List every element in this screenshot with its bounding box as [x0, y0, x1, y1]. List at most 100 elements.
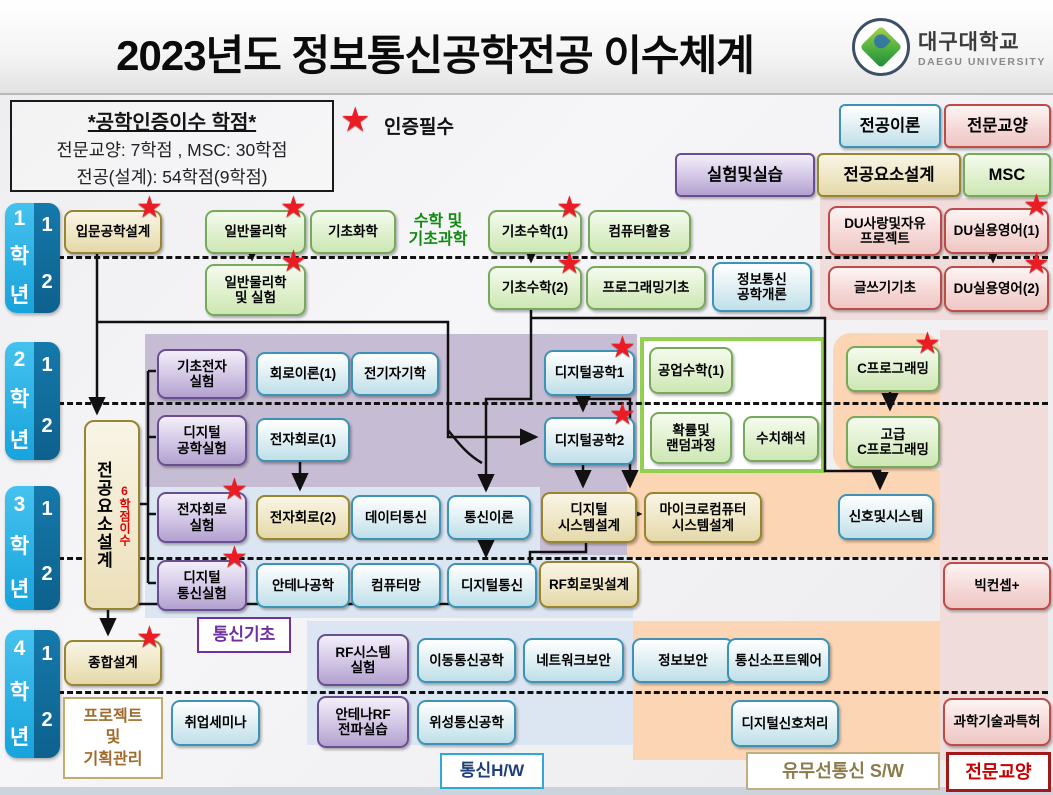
course-digital-engineering-1: 디지털공학1	[544, 350, 635, 396]
required-star-icon: ★	[340, 101, 371, 139]
course-mobile-comm-engineering: 이동통신공학	[417, 638, 516, 683]
required-star-icon: ★	[136, 191, 163, 224]
required-star-icon: ★	[221, 541, 248, 574]
course-electromagnetics: 전기자기학	[351, 352, 439, 396]
label-prof-liberal-bottom: 전문교양	[946, 752, 1051, 792]
footer-strip	[0, 787, 1053, 795]
course-microcomputer-system-design: 마이크로컴퓨터 시스템설계	[644, 492, 762, 543]
semester-1-label: 1	[41, 353, 53, 376]
label-math-basic-science: 수학 및 기초과학	[408, 212, 468, 248]
semester-2-label: 2	[41, 562, 53, 585]
semester-2-label: 2	[41, 709, 53, 732]
course-du-love-free-project: DU사랑및자유 프로젝트	[828, 206, 942, 256]
course-probability-random: 확률및 랜덤과정	[650, 412, 732, 464]
course-digital-communication: 디지털통신	[447, 563, 537, 608]
course-numerical-analysis: 수치해석	[743, 416, 819, 462]
course-electronic-circuits-2: 전자회로(2)	[256, 495, 350, 540]
required-star-icon: ★	[280, 245, 307, 278]
university-logo: 대구대학교 DAEGU UNIVERSITY	[852, 16, 1047, 78]
course-engineering-math-1: 공업수학(1)	[649, 347, 733, 394]
header-bar: 2023년도 정보통신공학전공 이수체계 대구대학교 DAEGU UNIVERS…	[0, 0, 1053, 95]
required-star-icon: ★	[1023, 189, 1050, 222]
course-advanced-c-programming: 고급 C프로그래밍	[846, 416, 940, 468]
course-data-communication: 데이터통신	[351, 495, 441, 540]
divider-year4	[58, 691, 1048, 694]
course-capstone-design: 종합설계	[64, 640, 162, 686]
semester-1-label: 1	[41, 642, 53, 665]
required-star-icon: ★	[221, 473, 248, 506]
required-star-icon: ★	[556, 191, 583, 224]
course-rf-circuit-design: RF회로및설계	[539, 561, 639, 608]
legend-msc: MSC	[963, 153, 1051, 197]
course-digital-system-design: 디지털 시스템설계	[541, 492, 637, 543]
course-computer-utilization: 컴퓨터활용	[588, 210, 691, 254]
course-digital-engineering-2: 디지털공학2	[544, 417, 635, 465]
course-general-physics-lab: 일반물리학 및 실험	[205, 264, 306, 316]
course-c-programming: C프로그래밍	[846, 346, 940, 392]
university-seal-icon	[852, 18, 910, 76]
divider-year2	[58, 402, 1048, 405]
course-big-concept-plus: 빅컨셉+	[943, 562, 1051, 610]
course-job-seminar: 취업세미나	[171, 700, 260, 746]
course-basic-chemistry: 기초화학	[310, 210, 396, 254]
course-signals-and-systems: 신호및시스템	[838, 494, 934, 540]
divider-year3	[58, 557, 1048, 560]
credit-info-title: *공학인증이수 학점*	[87, 112, 257, 134]
required-star-icon: ★	[914, 327, 941, 360]
course-circuit-theory-1: 회로이론(1)	[256, 352, 350, 396]
course-major-element-design-vertical: 전공요소설계 6학점이수	[84, 420, 140, 610]
page-title: 2023년도 정보통신공학전공 이수체계	[116, 32, 755, 79]
course-basic-electronics-lab: 기초전자 실험	[157, 349, 247, 399]
semester-1-label: 1	[41, 498, 53, 521]
divider-year1	[58, 256, 1048, 259]
course-satellite-comm-engineering: 위성통신공학	[417, 700, 516, 745]
course-digital-comm-lab: 디지털 통신실험	[157, 560, 247, 611]
course-ict-intro: 정보통신 공학개론	[712, 262, 812, 312]
legend-major-theory: 전공이론	[839, 104, 941, 148]
required-star-icon: ★	[136, 621, 163, 654]
course-programming-basics: 프로그래밍기초	[586, 266, 706, 310]
required-star-icon: ★	[609, 398, 636, 431]
course-communication-theory: 통신이론	[447, 495, 531, 540]
logo-korean-name: 대구대학교	[918, 31, 1020, 54]
course-communication-software: 통신소프트웨어	[727, 638, 830, 683]
course-writing-basics: 글쓰기기초	[828, 266, 942, 310]
legend-prof-liberal: 전문교양	[944, 104, 1051, 148]
course-electronic-circuits-1: 전자회로(1)	[256, 418, 350, 462]
course-intro-eng-design: 입문공학설계	[64, 210, 162, 254]
label-project-planning: 프로젝트 및 기획관리	[63, 697, 163, 779]
vertical-box-label: 전공요소설계	[93, 461, 113, 569]
semester-1-label: 1	[41, 214, 53, 236]
course-antenna-rf-practice: 안테나RF 전파실습	[317, 696, 409, 748]
course-computer-networks: 컴퓨터망	[351, 563, 441, 608]
required-star-icon: ★	[280, 191, 307, 224]
course-du-practical-english-2: DU실용영어(2)	[944, 266, 1049, 312]
credit-info-line3: 전공(설계): 54학점(9학점)	[76, 167, 268, 187]
credit-info-box: *공학인증이수 학점* 전문교양: 7학점 , MSC: 30학점 전공(설계)…	[10, 100, 334, 192]
logo-english-name: DAEGU UNIVERSITY	[918, 56, 1046, 68]
course-digital-eng-lab: 디지털 공학실험	[157, 415, 247, 466]
legend-major-element-design: 전공요소설계	[817, 153, 961, 197]
required-star-icon: ★	[609, 331, 636, 364]
course-basic-math-2: 기초수학(2)	[488, 266, 582, 310]
course-rf-system-lab: RF시스템 실험	[317, 634, 409, 686]
required-star-icon: ★	[556, 247, 583, 280]
vertical-box-credit-note: 6학점이수	[117, 484, 132, 546]
semester-2-label: 2	[41, 415, 53, 438]
course-science-tech-patent: 과학기술과특허	[943, 698, 1051, 746]
label-comm-hw: 통신H/W	[440, 753, 544, 789]
credit-info-line2: 전문교양: 7학점 , MSC: 30학점	[56, 140, 288, 160]
legend-lab-practice: 실험및실습	[675, 153, 815, 197]
required-star-icon: ★	[1023, 247, 1050, 280]
course-digital-signal-processing: 디지털신호처리	[731, 700, 839, 747]
label-comm-basics: 통신기초	[197, 617, 291, 653]
label-wired-wireless-sw: 유무선통신 S/W	[746, 752, 940, 790]
course-information-security: 정보보안	[632, 638, 734, 683]
